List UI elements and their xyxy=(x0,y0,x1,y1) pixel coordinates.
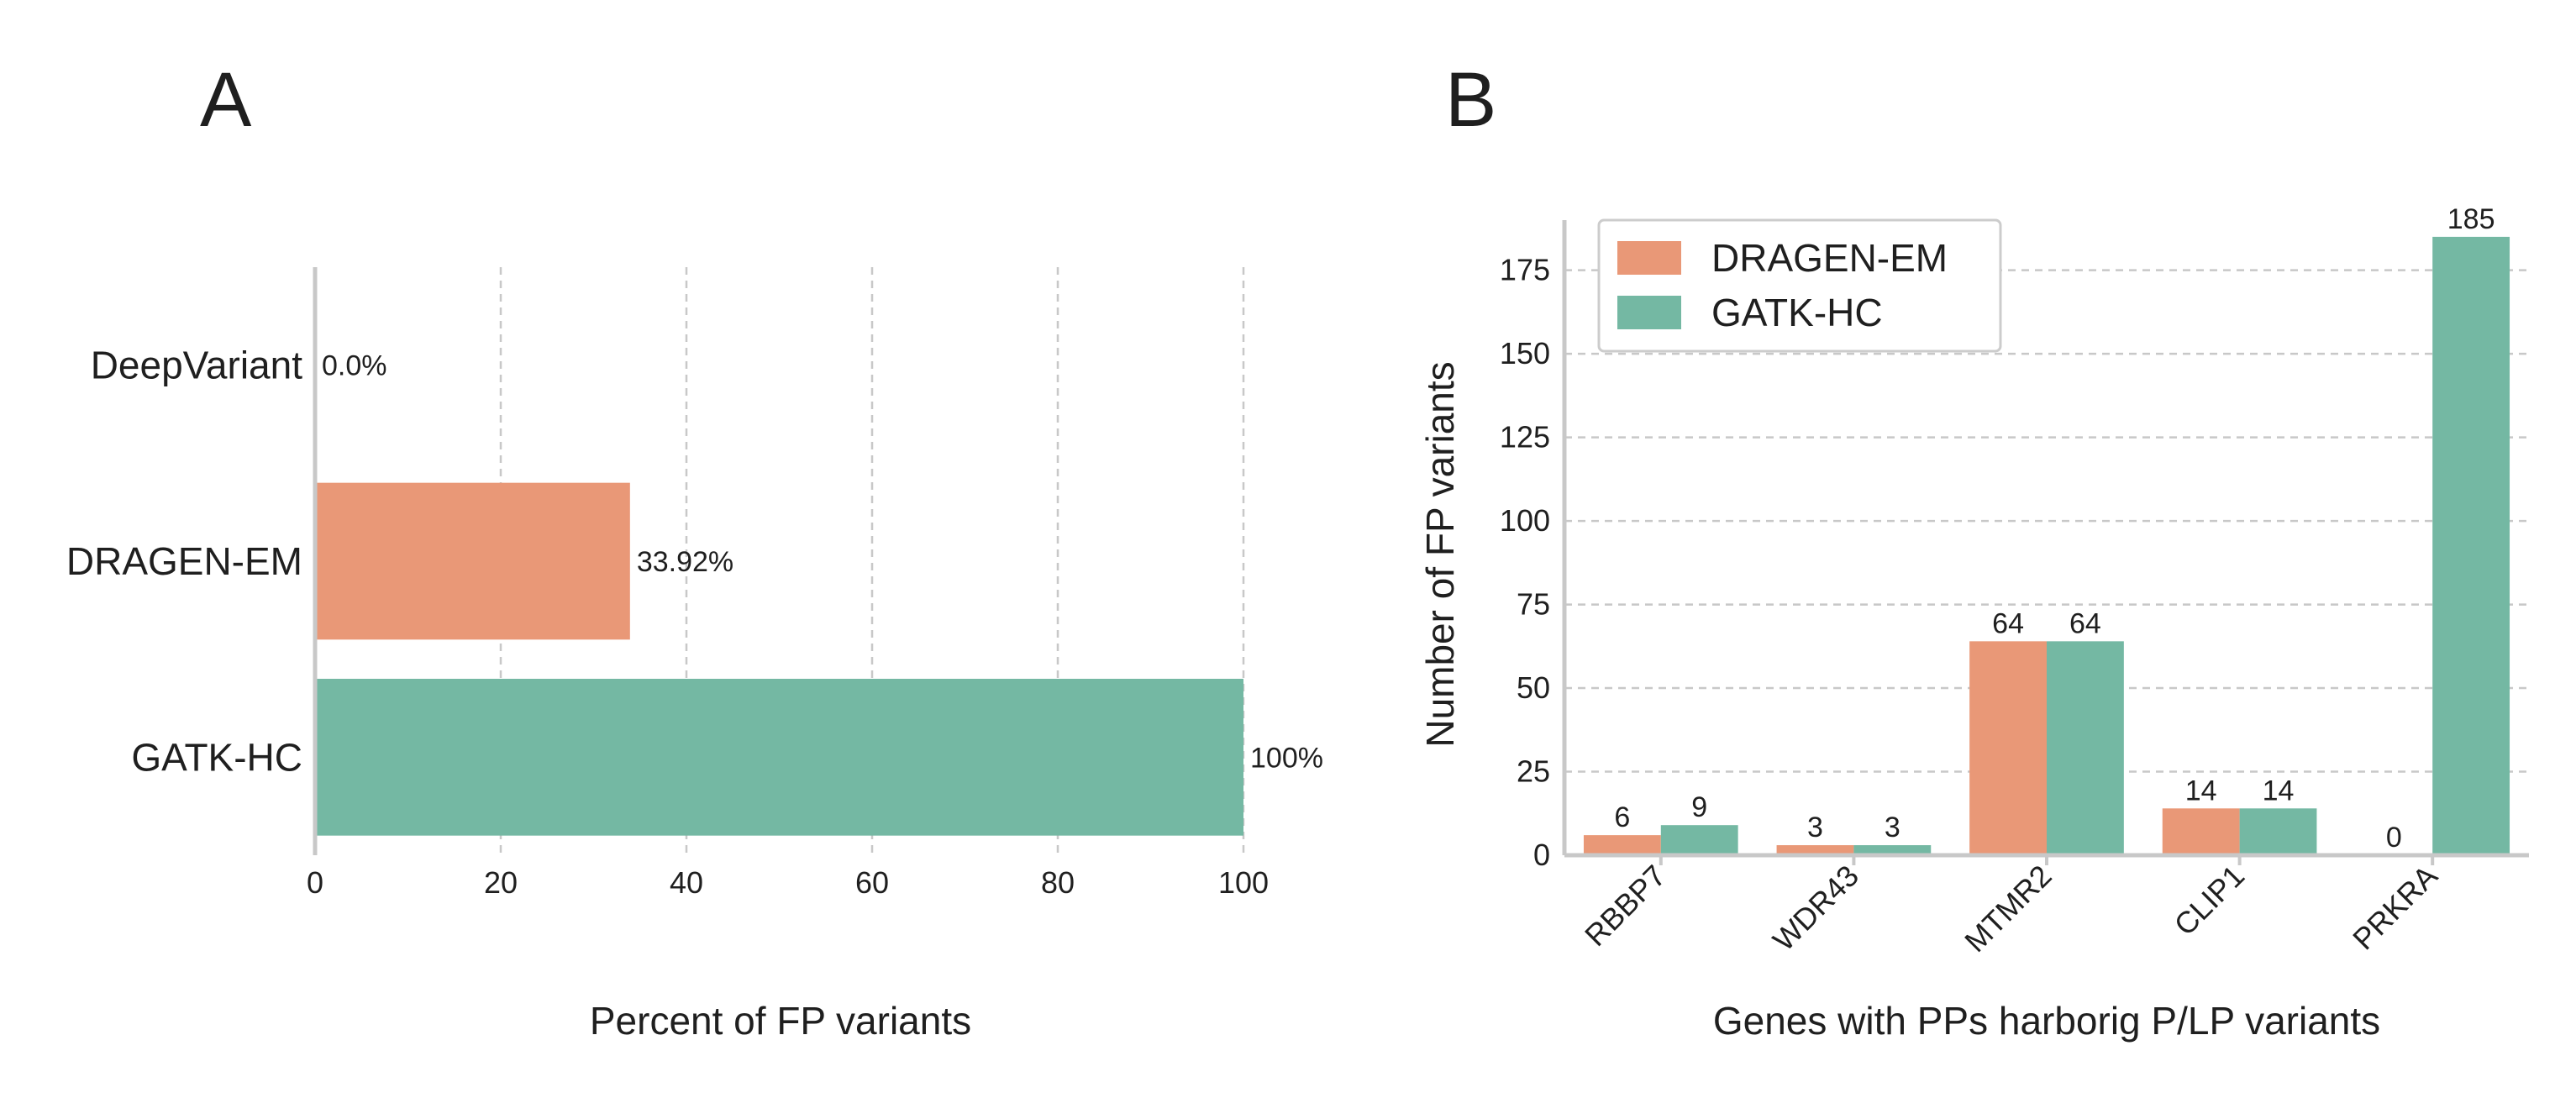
bar-prkra-gatk-hc xyxy=(2432,236,2510,855)
chart-b: 0 25 50 75 100 125 150 175 RBBP7 WDR43 MTMR2 CLIP1… xyxy=(1418,203,2529,1043)
category-label-gatk-hc: GATK-HC xyxy=(131,735,302,779)
x-tick-label-60: 60 xyxy=(855,865,889,900)
value-label-mtmr2-dragen-em: 64 xyxy=(1992,607,2024,639)
legend-swatch-dragen-em xyxy=(1617,241,1681,275)
value-label-prkra-dragen-em: 0 xyxy=(2386,822,2402,854)
value-label-dragen-em: 33.92% xyxy=(637,546,733,578)
chart-b-x-ticks: RBBP7 WDR43 MTMR2 CLIP1 PRKRA xyxy=(1578,855,2444,959)
y-tick-label-0: 0 xyxy=(1533,838,1550,872)
y-tick-label-150: 150 xyxy=(1500,336,1550,370)
x-tick-label-rbbp7: RBBP7 xyxy=(1578,859,1672,953)
chart-b-value-labels: 6 9 3 3 64 64 14 14 0 185 xyxy=(1614,203,2495,854)
chart-b-y-ticks: 0 25 50 75 100 125 150 175 xyxy=(1500,253,1550,872)
bar-wdr43-gatk-hc xyxy=(1853,845,1932,855)
legend-label-gatk-hc: GATK-HC xyxy=(1711,291,1883,334)
value-label-clip1-dragen-em: 14 xyxy=(2185,775,2217,806)
chart-a-category-labels: DeepVariant DRAGEN-EM GATK-HC xyxy=(66,344,302,780)
bar-clip1-gatk-hc xyxy=(2239,808,2317,855)
value-label-deepvariant: 0.0% xyxy=(322,350,387,382)
value-label-wdr43-dragen-em: 3 xyxy=(1807,812,1823,843)
x-tick-label-0: 0 xyxy=(307,865,323,900)
bar-rbbp7-gatk-hc xyxy=(1660,825,1738,855)
legend-swatch-gatk-hc xyxy=(1617,296,1681,329)
x-tick-label-prkra: PRKRA xyxy=(2346,859,2444,957)
bar-mtmr2-dragen-em xyxy=(1969,641,2047,855)
bar-dragen-em xyxy=(315,482,630,640)
chart-b-y-axis-title: Number of FP variants xyxy=(1418,361,1462,747)
category-label-deepvariant: DeepVariant xyxy=(91,344,303,387)
panel-b-letter: B xyxy=(1445,57,1496,143)
bar-mtmr2-gatk-hc xyxy=(2047,641,2124,855)
value-label-rbbp7-gatk-hc: 9 xyxy=(1691,791,1707,823)
y-tick-label-75: 75 xyxy=(1517,587,1550,622)
legend-frame xyxy=(1597,218,2002,353)
value-label-gatk-hc: 100% xyxy=(1250,742,1323,774)
value-label-mtmr2-gatk-hc: 64 xyxy=(2069,607,2101,639)
x-tick-label-clip1: CLIP1 xyxy=(2168,859,2252,943)
bar-rbbp7-dragen-em xyxy=(1583,835,1661,855)
chart-a-value-labels: 0.0% 33.92% 100% xyxy=(322,350,1323,775)
category-label-dragen-em: DRAGEN-EM xyxy=(66,539,302,583)
y-tick-label-50: 50 xyxy=(1517,670,1550,705)
chart-a: DeepVariant DRAGEN-EM GATK-HC 0.0% 33.92% 10… xyxy=(66,267,1323,1043)
x-tick-label-80: 80 xyxy=(1041,865,1075,900)
legend-label-dragen-em: DRAGEN-EM xyxy=(1711,236,1948,280)
y-tick-label-175: 175 xyxy=(1500,253,1550,287)
y-tick-label-25: 25 xyxy=(1517,754,1550,789)
chart-b-x-axis-title: Genes with PPs harborig P/LP variants xyxy=(1713,999,2380,1043)
value-label-rbbp7-dragen-em: 6 xyxy=(1614,801,1630,833)
x-tick-label-wdr43: WDR43 xyxy=(1766,859,1865,958)
chart-b-bars xyxy=(1583,236,2510,855)
chart-a-x-axis-title: Percent of FP variants xyxy=(590,999,971,1043)
bar-gatk-hc xyxy=(315,679,1243,836)
chart-a-x-ticks: 0 20 40 60 80 100 xyxy=(307,865,1269,900)
y-tick-label-125: 125 xyxy=(1500,420,1550,454)
value-label-prkra-gatk-hc: 185 xyxy=(2447,203,2495,235)
bar-clip1-dragen-em xyxy=(2162,808,2240,855)
bar-wdr43-dragen-em xyxy=(1776,845,1854,855)
x-tick-label-20: 20 xyxy=(484,865,518,900)
chart-a-bars xyxy=(315,482,1243,836)
x-tick-label-mtmr2: MTMR2 xyxy=(1958,859,2058,959)
x-tick-label-100: 100 xyxy=(1218,865,1269,900)
x-tick-label-40: 40 xyxy=(670,865,703,900)
value-label-clip1-gatk-hc: 14 xyxy=(2263,775,2295,806)
chart-b-legend: DRAGEN-EM GATK-HC xyxy=(1597,218,2002,353)
y-tick-label-100: 100 xyxy=(1500,503,1550,538)
panel-a-letter: A xyxy=(200,57,252,143)
value-label-wdr43-gatk-hc: 3 xyxy=(1885,812,1900,843)
